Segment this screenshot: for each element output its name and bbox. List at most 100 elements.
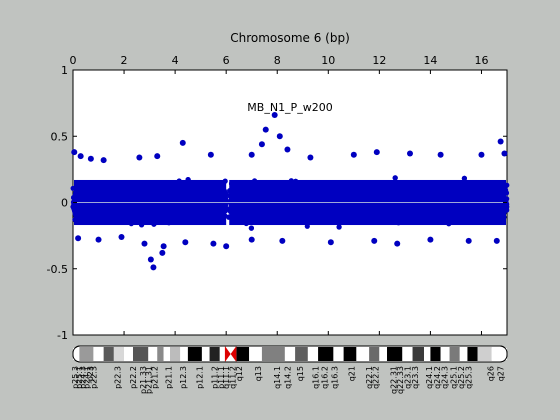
band-label: q24.1: [425, 366, 434, 389]
band-label: q22.33: [396, 366, 405, 394]
outlier-point: [307, 154, 314, 161]
outlier-point: [427, 236, 434, 243]
band-label: p21.1: [165, 366, 174, 389]
band-label: q23.3: [411, 366, 420, 389]
band-label: q25.2: [457, 366, 466, 389]
outlier-point: [210, 240, 217, 247]
outlier-point: [136, 154, 143, 161]
outlier-point: [207, 151, 214, 158]
ideogram-band: [402, 347, 413, 361]
ideogram-band: [236, 347, 250, 361]
outlier-point: [150, 264, 157, 271]
data-point: [336, 224, 342, 230]
annotation-label: MB_N1_P_w200: [247, 101, 332, 114]
ideogram-band: [187, 347, 202, 361]
outlier-point: [141, 240, 148, 247]
band-label: q14.1: [273, 366, 282, 389]
y-tick-label: -1: [57, 329, 68, 342]
x-tick-label: 4: [172, 54, 179, 67]
band-label: p21.2: [151, 366, 160, 389]
outlier-point: [262, 126, 269, 133]
ideogram-band: [449, 347, 460, 361]
x-tick-label: 14: [423, 54, 437, 67]
outlier-point: [100, 157, 107, 164]
ideogram-band: [249, 347, 262, 361]
ideogram-band: [343, 347, 357, 361]
band-label: q11.1: [222, 366, 231, 389]
outlier-point: [279, 237, 286, 244]
x-axis: 0 2 4 6 8 10 12 14 16: [70, 54, 488, 335]
outlier-point: [497, 138, 504, 145]
outlier-point: [182, 239, 189, 246]
band-label: q21: [347, 366, 356, 381]
data-point: [248, 225, 254, 231]
outlier-point: [95, 236, 102, 243]
outlier-point: [154, 153, 161, 160]
outlier-point: [159, 249, 166, 256]
outlier-point: [77, 153, 84, 160]
outlier-point: [248, 236, 255, 243]
band-label: p22.3: [89, 366, 98, 389]
outlier-point: [406, 150, 413, 157]
data-point: [392, 175, 398, 181]
outlier-point: [71, 149, 78, 156]
band-label: p12.1: [195, 366, 204, 389]
band-label: q11.2: [229, 366, 238, 389]
ideogram-band: [491, 348, 507, 360]
y-axis: 1 0.5 0 -0.5 -1: [47, 64, 507, 342]
band-label: q13: [254, 366, 263, 381]
band-label: p11.1: [217, 366, 226, 389]
band-label: q22.2: [372, 366, 381, 389]
outlier-point: [493, 237, 500, 244]
x-tick-label: 6: [223, 54, 230, 67]
x-tick-label: 10: [321, 54, 335, 67]
band-label: q22.31: [389, 366, 398, 394]
x-tick-label: 0: [70, 54, 77, 67]
ideogram-band: [201, 347, 210, 361]
outlier-point: [371, 237, 378, 244]
band-label: p12.3: [179, 366, 188, 389]
ideogram-band: [307, 347, 319, 361]
band-label: p21.33: [139, 366, 148, 394]
outlier-point: [179, 139, 186, 146]
outlier-point: [394, 240, 401, 247]
chart-title: Chromosome 6 (bp): [230, 31, 350, 45]
outlier-point: [437, 151, 444, 158]
x-tick-label: 16: [474, 54, 488, 67]
outlier-point: [160, 243, 167, 250]
ideogram-band: [284, 347, 296, 361]
outlier-point: [501, 150, 508, 157]
data-point: [461, 175, 467, 181]
centromere-right: [230, 346, 237, 362]
y-tick-label: 0: [61, 197, 68, 210]
ideogram-band: [467, 347, 478, 361]
ideogram-band: [132, 347, 149, 361]
band-label: p23: [86, 366, 95, 381]
band-label: q16.2: [321, 366, 330, 389]
y-tick-label: 1: [61, 64, 68, 77]
band-label: p25.1: [75, 366, 84, 389]
ideogram-band: [93, 347, 104, 361]
outlier-point: [118, 233, 125, 240]
band-label: q23.1: [403, 366, 412, 389]
ideogram-band: [113, 347, 125, 361]
y-tick-label: 0.5: [51, 130, 69, 143]
ideogram-band: [163, 347, 171, 361]
outlier-point: [258, 141, 265, 148]
band-label: q24.3: [441, 366, 450, 389]
band-label: q25.1: [449, 366, 458, 389]
ideogram-band: [209, 347, 220, 361]
band-label: q16.3: [331, 366, 340, 389]
outlier-point: [327, 239, 334, 246]
x-tick-label: 8: [274, 54, 281, 67]
ideogram-band: [412, 347, 425, 361]
outlier-point: [147, 256, 154, 263]
outlier-point: [350, 151, 357, 158]
y-tick-label: -0.5: [47, 263, 68, 276]
outlier-point: [465, 237, 472, 244]
x-tick-label: 12: [372, 54, 386, 67]
ideogram-band: [219, 347, 225, 361]
band-label: q15: [296, 366, 305, 381]
centromere-left: [224, 346, 231, 362]
